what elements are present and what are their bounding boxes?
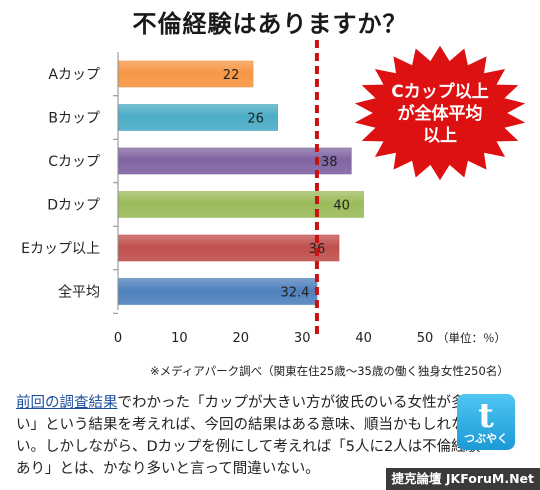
bar — [117, 191, 364, 218]
twitter-tweet-button[interactable]: t つぶやく — [457, 394, 515, 450]
category-label: Eカップ以上 — [21, 241, 100, 257]
category-label: Aカップ — [48, 67, 100, 83]
bar — [117, 234, 340, 262]
x-tick-label: 40 — [355, 331, 372, 346]
x-tick-label: 20 — [233, 331, 250, 346]
bar-chart: Aカップ22Bカップ26Cカップ38Dカップ40Eカップ以上36全平均32.4 … — [21, 40, 526, 346]
callout-burst-shape — [354, 45, 526, 181]
bar — [117, 147, 352, 175]
forum-watermark: 捷克論壇 JKForuM.Net — [385, 468, 540, 490]
tweet-label: つぶやく — [464, 432, 508, 445]
category-label: 全平均 — [58, 284, 100, 301]
bar — [117, 60, 254, 88]
bar — [117, 278, 318, 305]
x-tick-label: 10 — [171, 331, 188, 346]
body-text: でわかった「カップが大きい方が彼氏のいる女性が多い」という結果を考えれば、今回の… — [16, 395, 481, 477]
x-tick-label: 0 — [114, 331, 122, 346]
category-label: Cカップ — [48, 154, 100, 170]
twitter-icon: t — [478, 396, 494, 436]
x-tick-label: 30 — [294, 331, 311, 346]
x-tick-label: 50 — [417, 331, 434, 346]
chart-title: 不倫経験はありますか？ — [132, 10, 408, 38]
body-paragraph: 前回の調査結果でわかった「カップが大きい方が彼氏のいる女性が多い」という結果を考… — [16, 392, 486, 480]
bar-value-label: 32.4 — [280, 286, 309, 301]
bar-value-label: 40 — [333, 199, 350, 214]
callout-text-line: 以上 — [423, 126, 457, 146]
source-note: ※メディアパーク調べ（関東在住25歳～35歳の働く独身女性250名） — [150, 364, 509, 378]
bar-value-label: 38 — [321, 155, 338, 170]
previous-survey-link[interactable]: 前回の調査結果 — [16, 395, 118, 411]
callout-text-line: Cカップ以上 — [391, 81, 488, 102]
category-label: Dカップ — [47, 198, 100, 214]
unit-label: （単位：％） — [437, 331, 506, 345]
bar-value-label: 22 — [223, 68, 240, 83]
callout-text-line: が全体平均 — [398, 103, 483, 124]
category-label: Bカップ — [48, 111, 100, 127]
bar-value-label: 26 — [247, 112, 264, 127]
